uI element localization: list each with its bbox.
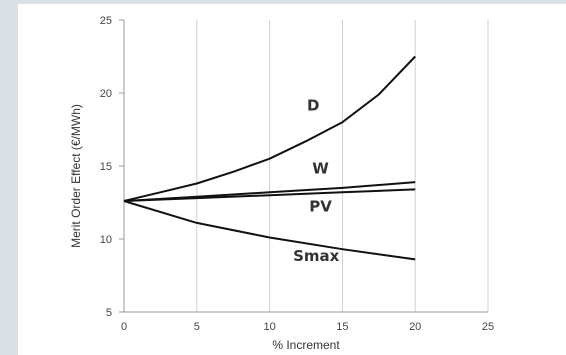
y-tick-label: 5: [106, 307, 112, 319]
series-label-smax: Smax: [293, 247, 340, 265]
series-line-pv: [123, 188, 416, 202]
x-axis-title: % Increment: [272, 338, 340, 352]
y-tick-label: 25: [100, 15, 112, 27]
y-tick-label: 20: [100, 88, 112, 100]
y-axis-title: Merit Order Effect (€/MWh): [69, 104, 83, 248]
series-line-smax: [123, 200, 416, 261]
series-lines: [123, 55, 416, 261]
x-tick-label: 15: [336, 321, 348, 333]
x-tick-label: 5: [194, 321, 200, 333]
y-tick-label: 10: [100, 234, 112, 246]
axes: [119, 19, 488, 313]
x-tick-label: 25: [482, 321, 494, 333]
series-line-d: [123, 55, 416, 202]
grid: [196, 20, 489, 312]
y-tick-label: 15: [100, 161, 112, 173]
series-label-w: W: [312, 159, 329, 177]
x-tick-label: 0: [121, 321, 127, 333]
chart-panel: 5 10 15 20 25 0 5 10 15 20 25 D W PV Smax % Increment…: [18, 4, 566, 355]
series-label-pv: PV: [309, 197, 332, 215]
x-tick-label: 10: [263, 321, 275, 333]
series-label-d: D: [307, 97, 319, 115]
x-tick-label: 20: [409, 321, 421, 333]
series-labels: D W PV Smax: [293, 97, 340, 265]
